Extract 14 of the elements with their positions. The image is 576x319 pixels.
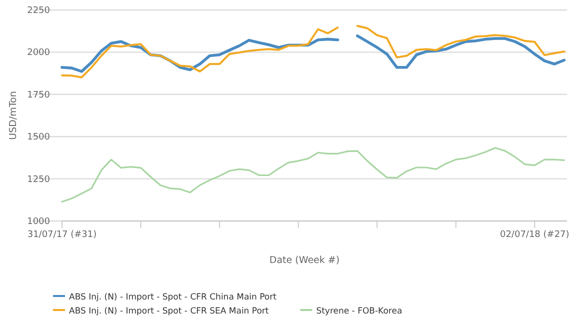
legend-label: Styrene - FOB-Korea (316, 306, 402, 316)
y-tick-label: 1500 (27, 132, 50, 143)
y-axis-title: USD/mTon (8, 91, 19, 140)
x-axis-title: Date (Week #) (269, 255, 340, 266)
y-tick-label: 1250 (27, 174, 50, 185)
x-tick-label: 02/07/18 (#27) (500, 230, 570, 240)
y-tick-label: 2250 (27, 6, 50, 16)
legend-label: ABS Inj. (N) - Import - Spot - CFR SEA Main Port (69, 306, 270, 316)
x-tick-label: 31/07/17 (#31) (27, 230, 97, 240)
y-tick-label: 1000 (27, 217, 50, 227)
y-tick-label: 1750 (27, 90, 50, 100)
legend-label: ABS Inj. (N) - Import - Spot - CFR China Main Port (69, 292, 278, 302)
line-series (61, 147, 565, 203)
y-tick-label: 2000 (27, 48, 50, 58)
